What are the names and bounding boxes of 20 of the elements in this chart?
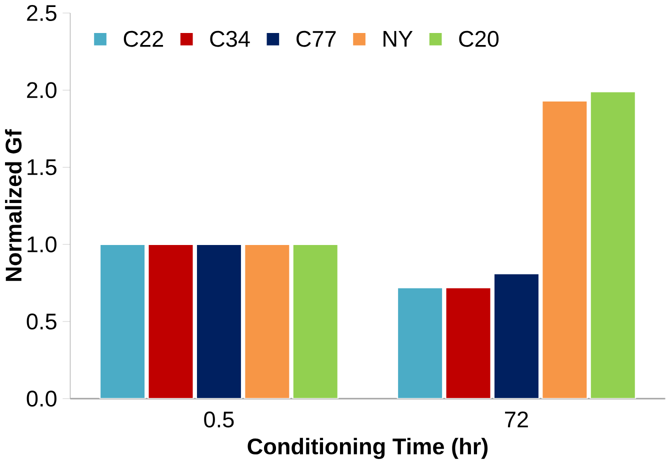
bar [396, 286, 444, 399]
y-tick-label: 1.5 [28, 159, 56, 176]
y-tick-label: 2.5 [27, 5, 56, 21]
legend-label: C34 [210, 30, 250, 47]
legend-label: C20 [459, 30, 499, 47]
y-tick-label: 2.0 [27, 82, 56, 98]
bar [196, 244, 242, 399]
bar [148, 244, 194, 399]
bar [493, 273, 540, 399]
bar [445, 286, 492, 399]
y-tick-label: 1.0 [28, 236, 56, 252]
x-axis-title: Conditioning Time (hr) [248, 438, 488, 460]
legend-label: NY [384, 31, 413, 47]
y-tick-label: 0.5 [26, 314, 56, 330]
legend-label: C77 [296, 30, 336, 47]
bar [99, 244, 146, 399]
legend-label: C22 [124, 30, 164, 47]
y-tick-label: 0.0 [26, 390, 56, 407]
y-axis-title: Normalized Gf [5, 129, 22, 281]
x-tick-label: 72 [505, 411, 528, 428]
